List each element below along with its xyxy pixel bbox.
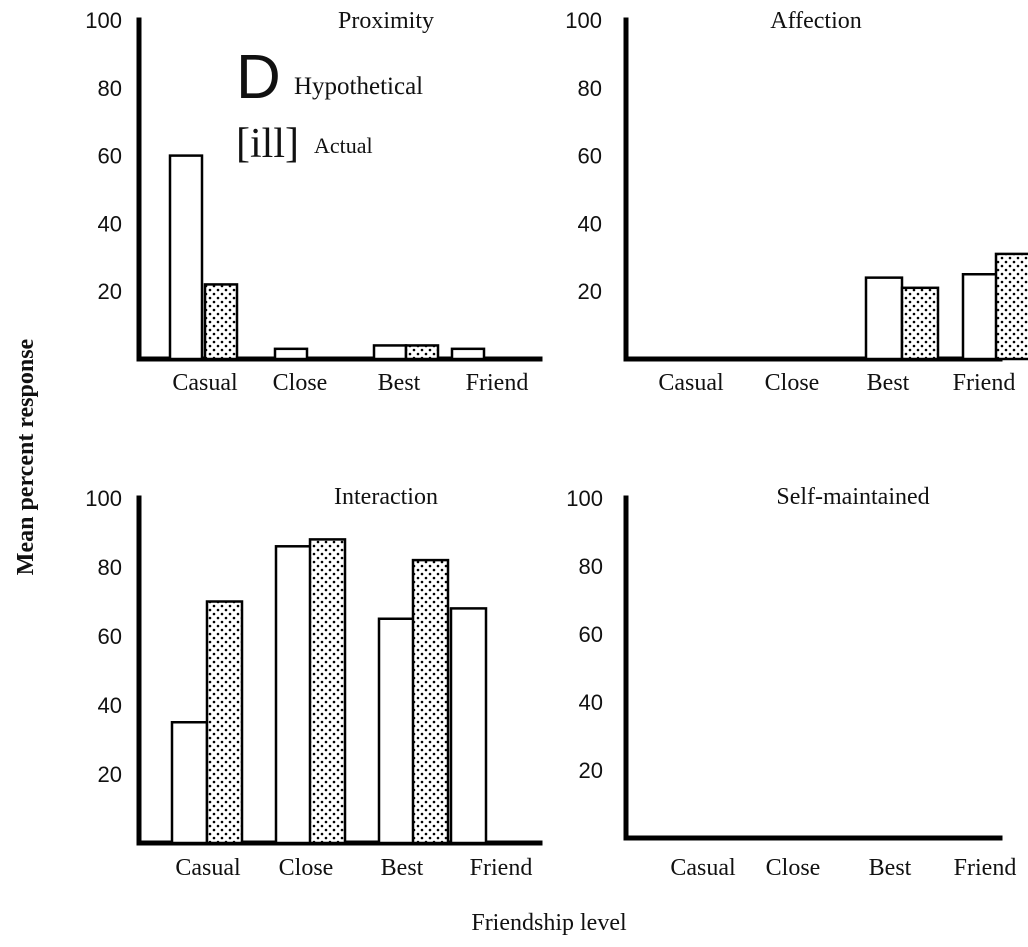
- bar-actual: [203, 283, 239, 361]
- x-category-label: Best: [378, 370, 421, 396]
- x-category-label: Best: [869, 855, 912, 881]
- y-tick-label: 80: [98, 76, 122, 101]
- bar-hypothetical: [449, 607, 488, 845]
- bar-hypothetical: [961, 273, 1001, 361]
- legend: D Hypothetical [ill] Actual: [236, 43, 423, 167]
- x-category-label: Close: [766, 855, 821, 881]
- y-tick-label: 20: [98, 762, 122, 787]
- x-category-label: Friend: [470, 855, 533, 881]
- bar-hypothetical: [170, 721, 209, 845]
- bar-hypothetical: [377, 617, 416, 845]
- y-tick-label: 60: [578, 144, 602, 169]
- bar-hypothetical: [168, 154, 204, 361]
- interaction-panel: Interaction 20 40 60 80 100 Casual Close Best Fri…: [85, 484, 543, 881]
- x-category-label: Close: [765, 370, 820, 396]
- y-tick-label: 60: [579, 622, 603, 647]
- x-axis-label: Friendship level: [471, 910, 627, 936]
- bar-hypothetical: [450, 347, 486, 361]
- y-tick-label: 20: [98, 279, 122, 304]
- y-tick-label: 60: [98, 144, 122, 169]
- legend-hypothetical-marker: D: [236, 43, 281, 112]
- panel-title: Affection: [770, 8, 862, 34]
- panel-title: Interaction: [334, 484, 438, 510]
- bar-hypothetical: [372, 344, 408, 361]
- y-tick-label: 80: [98, 555, 122, 580]
- bar-hypothetical: [864, 276, 904, 361]
- y-tick-label: 100: [85, 8, 122, 33]
- bar-actual: [308, 538, 347, 845]
- y-tick-label: 60: [98, 624, 122, 649]
- y-tick-label: 40: [98, 211, 122, 236]
- y-tick-label: 100: [85, 486, 122, 511]
- bar-actual: [205, 600, 244, 845]
- y-tick-label: 80: [578, 76, 602, 101]
- self-maintained-panel: Self-maintained 20 40 60 80 100 Casual Close Bes…: [566, 484, 1016, 881]
- x-category-label: Casual: [172, 370, 238, 396]
- panel-title: Proximity: [338, 8, 434, 34]
- x-category-label: Close: [273, 370, 328, 396]
- y-tick-label: 40: [579, 690, 603, 715]
- bar-actual: [900, 286, 940, 361]
- y-tick-label: 20: [578, 279, 602, 304]
- x-category-label: Best: [381, 855, 424, 881]
- y-tick-label: 100: [566, 486, 603, 511]
- bar-actual: [994, 252, 1028, 361]
- legend-hypothetical-label: Hypothetical: [294, 73, 423, 100]
- y-tick-label: 40: [578, 211, 602, 236]
- x-category-label: Close: [279, 855, 334, 881]
- bar-hypothetical: [273, 347, 309, 361]
- x-category-label: Casual: [658, 370, 724, 396]
- y-tick-label: 80: [579, 554, 603, 579]
- y-tick-label: 20: [579, 758, 603, 783]
- y-tick-label: 40: [98, 693, 122, 718]
- x-category-label: Friend: [954, 855, 1017, 881]
- x-category-label: Best: [867, 370, 910, 396]
- affection-panel: Affection 20 40 60 80 100 Casual Close Best Frien…: [565, 8, 1028, 396]
- x-category-label: Friend: [466, 370, 529, 396]
- x-category-label: Casual: [175, 855, 241, 881]
- x-category-label: Friend: [953, 370, 1016, 396]
- y-axis-label: Mean percent response: [13, 338, 39, 575]
- bar-actual: [404, 344, 440, 361]
- proximity-panel: Proximity 20 40 60 80 100 Casual Close Best Frien…: [85, 8, 543, 396]
- bar-actual: [411, 558, 450, 845]
- panel-title: Self-maintained: [776, 484, 929, 510]
- y-tick-label: 100: [565, 8, 602, 33]
- legend-actual-label: Actual: [314, 133, 373, 158]
- bar-hypothetical: [274, 545, 313, 845]
- x-category-label: Casual: [670, 855, 736, 881]
- legend-actual-marker: [ill]: [236, 121, 299, 167]
